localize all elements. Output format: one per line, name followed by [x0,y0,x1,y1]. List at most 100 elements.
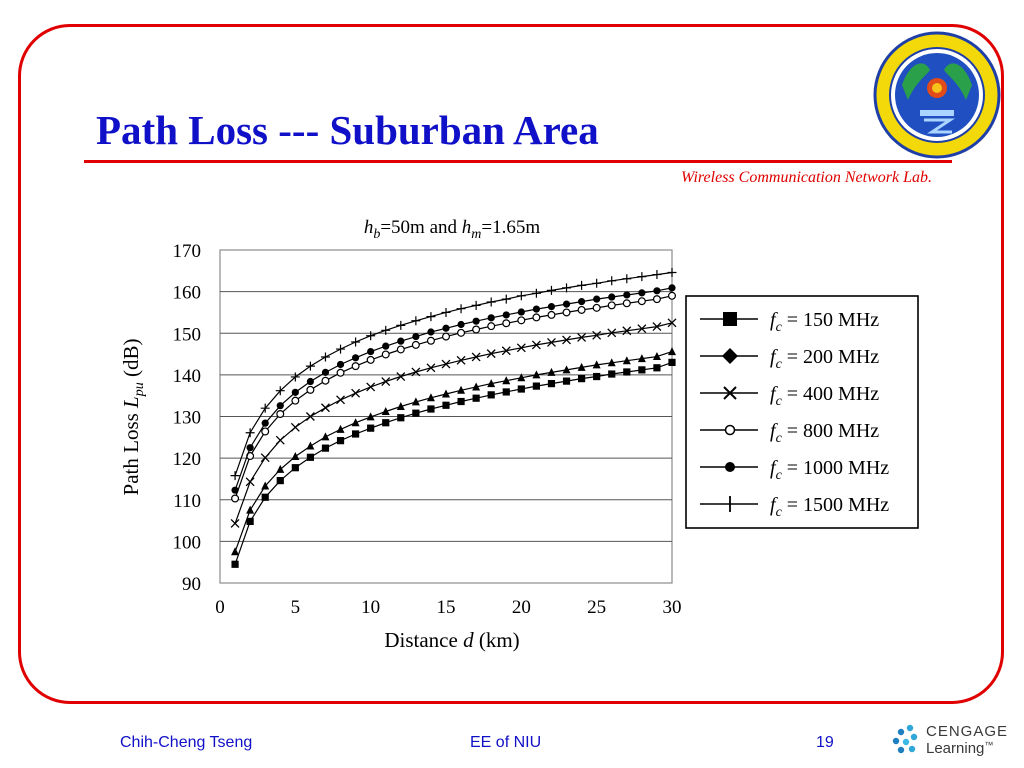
series-5-point [396,320,406,330]
series-0-point [321,444,330,452]
legend-marker-diamond-icon [722,348,738,364]
series-0-point [352,430,360,438]
series-0-point [638,366,646,374]
series-4-point [532,305,541,313]
series-2-point [305,412,315,421]
series-2-point [275,435,285,445]
title-h: h [364,217,374,238]
series-4-point [321,368,330,376]
series-5-point [501,294,511,304]
series-3-point [411,340,420,349]
series-1-point [276,464,285,473]
series-5-point [230,471,240,481]
x-label-unit: (km) [474,628,520,652]
series-2-point [562,335,571,345]
series-4-point [623,291,631,299]
legend-marker-square-icon [723,312,737,326]
series-1-point [291,451,300,460]
series-1-point [246,505,255,514]
series-4-point [442,324,450,332]
series-5-point [275,386,285,396]
series-0-point [578,375,586,383]
series-0-point [246,517,254,525]
series-2-point [245,477,255,487]
legend-sub: c [776,320,783,335]
series-3-point [487,322,496,331]
series-3-point [562,308,571,317]
title-text: =1.65m [481,217,540,238]
series-3-point [261,427,270,436]
series-2-point [411,367,421,377]
y-label-var: L [119,396,143,409]
series-0-point [291,464,299,472]
series-1-point [487,379,496,388]
legend-text: = 200 MHz [782,346,880,368]
x-tick-label: 15 [437,597,456,618]
series-5-point [260,403,270,413]
series-4-point [261,419,269,427]
series-4-point [427,328,435,336]
y-label-sub: pu [132,382,147,397]
footer-department: EE of NIU [470,734,542,751]
series-3-point [457,328,466,337]
series-5-point [245,428,255,438]
series-4-point [578,298,586,306]
x-tick-label: 20 [512,597,531,618]
legend-f: f [770,383,778,405]
series-4-point [517,308,525,316]
cengage-mark-icon [892,724,918,754]
chart-title: hb=50m and hm=1.65m [364,217,541,242]
y-tick-label: 120 [173,449,202,470]
legend-label: fc = 1500 MHz [770,494,889,520]
series-4-point [276,402,284,410]
series-1-point [381,407,390,416]
series-0-point [623,368,631,376]
series-4-point [472,317,480,325]
series-1-point [351,418,360,427]
series-0-point [442,401,450,409]
series-5-point [351,337,361,347]
series-5-point [652,270,662,280]
series-2-point [321,403,330,413]
legend-sub: c [776,468,783,483]
series-5-point [592,278,602,288]
series-3-point [592,303,601,312]
y-label-unit: (dB) [119,339,143,383]
series-4-point [593,295,601,303]
series-1-point [426,393,435,402]
series-3-point [622,299,631,308]
series-5-point [426,312,436,322]
series-5-point [381,325,391,335]
series-0-point [306,453,314,461]
series-2-point [230,519,240,528]
series-2-point [486,349,496,359]
series-3-point [472,325,481,334]
series-4-point [562,300,571,308]
series-5-point [622,274,632,284]
legend-marker-filled-circle-icon [725,462,735,472]
title-text: =50m and [380,217,461,238]
series-2-point [471,352,481,362]
trademark-symbol: ™ [984,740,994,750]
slide-title: Path Loss --- Suburban Area [96,107,599,153]
y-tick-label: 140 [173,366,202,387]
series-4-point [291,388,299,396]
series-1-point [577,362,586,371]
series-0-point [231,560,239,568]
series-1-point [396,402,405,411]
series-3-point [336,368,345,377]
series-0-point [367,424,375,432]
y-label-text: Path Loss [119,408,143,496]
series-4-point [668,284,676,292]
series-1-point [607,358,616,367]
series-3-point [321,376,330,385]
series-5-point [336,344,346,354]
legend-label: fc = 200 MHz [770,346,879,372]
series-4-point [336,360,345,369]
series-3-point [532,313,541,322]
series-5-point [290,372,300,382]
series-4-point [502,311,510,319]
university-seal-logo [873,31,1001,159]
series-0-point [261,493,269,501]
